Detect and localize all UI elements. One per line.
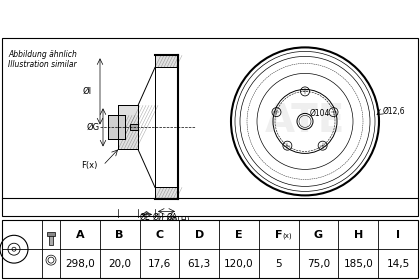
Text: 5: 5 <box>276 259 282 269</box>
Text: 14,5: 14,5 <box>386 259 410 269</box>
Text: 20,0: 20,0 <box>108 259 131 269</box>
Text: B: B <box>144 220 149 228</box>
Text: ØG: ØG <box>87 123 100 132</box>
Text: C (MTH): C (MTH) <box>159 216 190 225</box>
Text: D: D <box>134 224 139 234</box>
Text: 298,0: 298,0 <box>65 259 95 269</box>
Text: 24.0320-0154.1: 24.0320-0154.1 <box>92 11 227 26</box>
Text: Ø12,6: Ø12,6 <box>383 107 406 116</box>
Text: B: B <box>116 230 124 240</box>
Bar <box>108 115 125 139</box>
Text: H: H <box>354 230 363 240</box>
Text: 75,0: 75,0 <box>307 259 330 269</box>
Text: Illustration similar: Illustration similar <box>8 60 76 69</box>
Bar <box>47 232 55 236</box>
Text: 520154: 520154 <box>296 11 360 26</box>
Text: ØA: ØA <box>166 213 178 221</box>
Text: ØE: ØE <box>140 213 150 221</box>
Bar <box>155 187 178 199</box>
Text: 17,6: 17,6 <box>148 259 171 269</box>
Text: ATE: ATE <box>265 102 345 140</box>
Text: E: E <box>235 230 243 240</box>
Text: D: D <box>194 230 204 240</box>
Text: ØH: ØH <box>152 213 164 221</box>
Text: G: G <box>314 230 323 240</box>
Bar <box>130 124 138 130</box>
Text: 61,3: 61,3 <box>188 259 211 269</box>
Text: (x): (x) <box>282 232 292 239</box>
Text: F: F <box>275 230 283 240</box>
Bar <box>49 235 53 245</box>
Bar <box>155 67 178 187</box>
Text: 185,0: 185,0 <box>344 259 373 269</box>
Text: A: A <box>76 230 84 240</box>
Bar <box>155 55 178 67</box>
Text: Ø104: Ø104 <box>310 109 331 118</box>
Text: I: I <box>396 230 400 240</box>
Bar <box>118 105 138 150</box>
Text: 120,0: 120,0 <box>224 259 254 269</box>
Text: F(x): F(x) <box>81 161 98 170</box>
Text: ØI: ØI <box>83 87 92 96</box>
Text: Abbildung ähnlich: Abbildung ähnlich <box>8 50 77 59</box>
Text: C: C <box>155 230 163 240</box>
